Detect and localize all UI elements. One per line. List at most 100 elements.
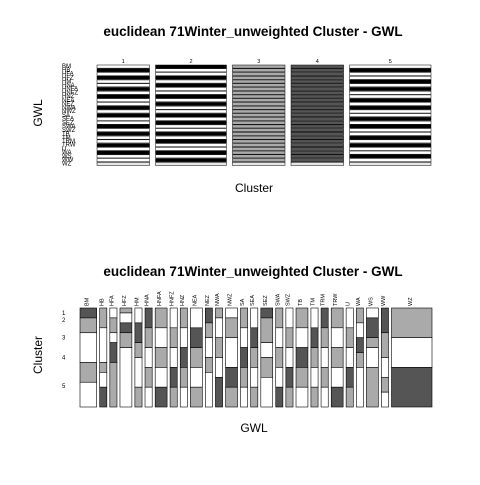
- bottom-mosaic-cell-SA-3: [240, 347, 248, 368]
- bottom-mosaic-cell-SEA-4: [250, 367, 259, 388]
- bottom-mosaic-cell-HNFZ-3: [169, 347, 178, 368]
- top-mosaic-cell-3-HFA: [232, 72, 286, 76]
- bottom-col-label-SWZ: SWZ: [285, 293, 291, 306]
- top-mosaic-cell-4-HFA: [290, 72, 344, 76]
- bottom-mosaic-cell-WZ-4: [391, 337, 433, 368]
- bottom-mosaic-cell-TRM-2: [320, 327, 329, 348]
- bottom-mosaic-plot: BM HB HFA HFZ HM HNA HNFA HNFZ HNZ NEA NEZ NWA NWZ SA…: [62, 291, 433, 408]
- top-row-label-HNFZ: HNFZ: [62, 90, 78, 96]
- bottom-col-label-TRM: TRM: [321, 294, 327, 306]
- bottom-mosaic-cell-HNA-2: [144, 327, 153, 348]
- bottom-mosaic-cell-HNZ-4: [179, 367, 188, 388]
- top-mosaic-cell-3-U: [232, 147, 286, 151]
- bottom-mosaic-cell-HNZ-2: [179, 327, 188, 348]
- bottom-mosaic-cell-NWA-1: [215, 307, 223, 319]
- top-mosaic-cell-2-WZ: [155, 162, 227, 166]
- bottom-mosaic-cell-HFA-3: [109, 332, 118, 343]
- top-mosaic-cell-2-NEZ: [155, 102, 227, 106]
- top-mosaic-cell-1-TRW: [96, 143, 150, 147]
- bottom-col-label-HFA: HFA: [109, 295, 115, 306]
- top-mosaic-cell-3-HB: [232, 68, 286, 73]
- bottom-mosaic-cell-WW-1: [381, 307, 389, 334]
- top-mosaic-cell-2-WS: [155, 154, 227, 159]
- bottom-mosaic-cell-WZ-3: [391, 307, 433, 339]
- bottom-chart-title: euclidean 71Winter_unweighted Cluster - …: [103, 264, 402, 279]
- bottom-row-label-2: 2: [62, 318, 66, 324]
- top-chart-title: euclidean 71Winter_unweighted Cluster - …: [103, 24, 402, 39]
- top-mosaic-cell-3-TRW: [232, 143, 286, 147]
- bottom-mosaic-cell-TB-2: [295, 327, 309, 348]
- bottom-mosaic-cell-HNFA-3: [154, 347, 168, 368]
- bottom-mosaic-cell-HFZ-4: [119, 332, 133, 348]
- top-mosaic-cell-2-SEZ: [155, 120, 227, 125]
- top-row-label-SWA: SWA: [62, 124, 75, 130]
- bottom-mosaic-cell-BM-5: [79, 381, 97, 408]
- bottom-mosaic-cell-SWZ-2: [285, 327, 294, 348]
- bottom-mosaic-cell-NWA-5: [215, 376, 223, 408]
- top-mosaic-cell-4-HNZ: [290, 94, 344, 99]
- bottom-mosaic-cell-SWZ-4: [285, 367, 294, 388]
- top-mosaic-cell-5-U: [349, 147, 432, 151]
- bottom-mosaic-cell-U-2: [345, 327, 354, 348]
- bottom-mosaic-cell-NEZ-4: [205, 357, 213, 373]
- top-row-label-NEA: NEA: [62, 98, 74, 104]
- top-mosaic-cell-5-HNFA: [349, 87, 432, 91]
- bottom-row-label-5: 5: [62, 384, 66, 390]
- top-mosaic-cell-4-NEA: [290, 98, 344, 103]
- top-mosaic-cell-2-WA: [155, 150, 227, 155]
- top-row-label-HFA: HFA: [62, 72, 74, 78]
- top-mosaic-cell-3-NEA: [232, 98, 286, 103]
- top-mosaic-cell-1-SEA: [96, 117, 150, 121]
- bottom-mosaic-cell-SEA-5: [250, 386, 259, 408]
- top-mosaic-cell-4-U: [290, 147, 344, 151]
- bottom-mosaic-cell-TB-1: [295, 307, 309, 329]
- bottom-col-label-WA: WA: [356, 297, 362, 306]
- top-mosaic-cell-1-NWA: [96, 105, 150, 110]
- top-mosaic-cell-1-TM: [96, 135, 150, 140]
- top-mosaic-cell-4-HNFA: [290, 87, 344, 91]
- top-mosaic-cell-1-NEZ: [96, 102, 150, 106]
- bottom-mosaic-cell-WS-4: [366, 347, 379, 368]
- bottom-col-label-BM: BM: [84, 297, 90, 306]
- top-mosaic-cell-3-WS: [232, 154, 286, 159]
- top-mosaic-cell-3-TB: [232, 132, 286, 136]
- bottom-mosaic-cell-SEA-2: [250, 327, 259, 348]
- top-mosaic-cell-1-HNFZ: [96, 90, 150, 95]
- top-mosaic-cell-3-SWZ: [232, 128, 286, 132]
- top-mosaic-cell-3-HNFA: [232, 87, 286, 91]
- bottom-mosaic-cell-HFZ-3: [119, 322, 133, 334]
- bottom-mosaic-cell-WA-1: [355, 307, 364, 324]
- top-mosaic-cell-1-HNZ: [96, 94, 150, 99]
- top-mosaic-cell-3-NWZ: [232, 109, 286, 114]
- top-row-label-NWZ: NWZ: [62, 109, 76, 115]
- top-col-label-3: 3: [257, 59, 260, 65]
- bottom-col-label-HM: HM: [134, 297, 140, 306]
- bottom-mosaic-cell-U-4: [345, 367, 354, 388]
- top-col-label-4: 4: [316, 59, 319, 65]
- top-mosaic-cell-2-SWZ: [155, 128, 227, 132]
- bottom-mosaic-cell-HB-4: [99, 372, 108, 388]
- top-mosaic-cell-4-HFZ: [290, 75, 344, 80]
- top-row-label-U: U: [62, 146, 66, 152]
- top-mosaic-cell-1-SEZ: [96, 120, 150, 125]
- bottom-mosaic-cell-NEA-2: [190, 327, 203, 348]
- top-row-label-HNFA: HNFA: [62, 87, 78, 93]
- bottom-mosaic-cell-SWA-5: [275, 386, 284, 408]
- top-mosaic-cell-3-HM: [232, 79, 286, 84]
- top-mosaic-cell-3-TRM: [232, 139, 286, 144]
- bottom-mosaic-cell-BM-4: [79, 362, 97, 383]
- bottom-mosaic-cell-HNFA-1: [154, 307, 168, 329]
- top-mosaic-cell-2-HFZ: [155, 75, 227, 80]
- bottom-mosaic-cell-NEA-5: [190, 386, 203, 408]
- top-mosaic-cell-1-WZ: [96, 162, 150, 166]
- bottom-mosaic-cell-HFA-5: [109, 362, 118, 408]
- top-row-label-SEZ: SEZ: [62, 120, 74, 126]
- bottom-mosaic-cell-TRW-3: [330, 347, 344, 368]
- top-mosaic-plot: 1 2 3 4 5 BMHBHFAHFZHMHNAHNFAHNFZHNZNEANEZNWA…: [62, 59, 432, 167]
- top-mosaic-cell-1-SWA: [96, 124, 150, 129]
- top-mosaic-cell-3-SA: [232, 113, 286, 118]
- top-mosaic-cell-5-BM: [349, 64, 432, 69]
- bottom-mosaic-cell-WS-3: [366, 337, 379, 348]
- bottom-mosaic-cell-HNFA-4: [154, 367, 168, 388]
- bottom-mosaic-cell-BM-3: [79, 332, 97, 363]
